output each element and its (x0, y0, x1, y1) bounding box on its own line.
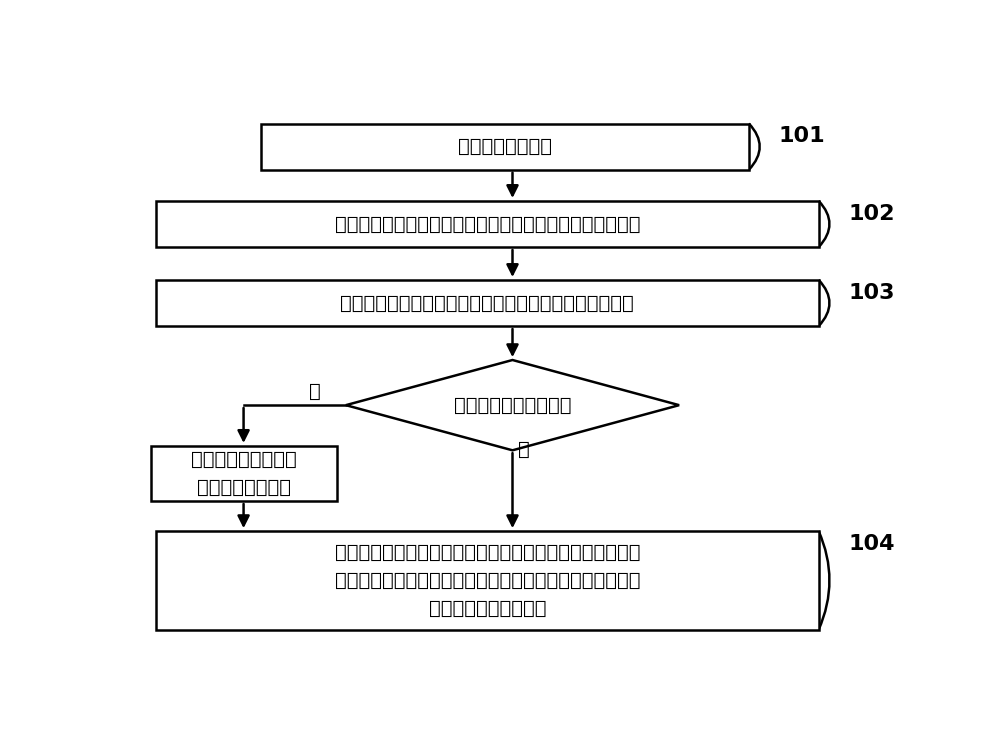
Text: 通过生态毒理学试验
补充生物毒性数据: 通过生态毒理学试验 补充生物毒性数据 (191, 450, 296, 497)
Text: 是: 是 (518, 440, 530, 459)
Text: 判断筛选得到的生物毒性数据量与预先设置的数据量阈值: 判断筛选得到的生物毒性数据量与预先设置的数据量阈值 (340, 293, 634, 312)
Text: 基于筛选得到的生物毒性数据，或筛选得到的生物毒性数据
和通过生态毒理学试验补充的生物毒性数据，确定化工区土
壤重金属生态安全阈值: 基于筛选得到的生物毒性数据，或筛选得到的生物毒性数据 和通过生态毒理学试验补充的… (335, 543, 640, 618)
Text: 否: 否 (309, 382, 321, 401)
Text: 102: 102 (848, 204, 895, 224)
FancyBboxPatch shape (156, 280, 819, 326)
FancyBboxPatch shape (156, 531, 819, 630)
FancyBboxPatch shape (261, 124, 749, 170)
Text: 是否满足数据量阈值？: 是否满足数据量阈值？ (454, 396, 571, 415)
Text: 101: 101 (778, 126, 825, 147)
Text: 103: 103 (848, 283, 895, 303)
FancyBboxPatch shape (151, 446, 337, 501)
Text: 收集生物毒性数据: 收集生物毒性数据 (458, 137, 552, 156)
FancyBboxPatch shape (156, 201, 819, 247)
Polygon shape (346, 360, 679, 450)
Text: 按照预先设置的筛选策略，对收集的生物毒性数据进行筛选: 按照预先设置的筛选策略，对收集的生物毒性数据进行筛选 (335, 215, 640, 234)
Text: 104: 104 (848, 534, 895, 554)
